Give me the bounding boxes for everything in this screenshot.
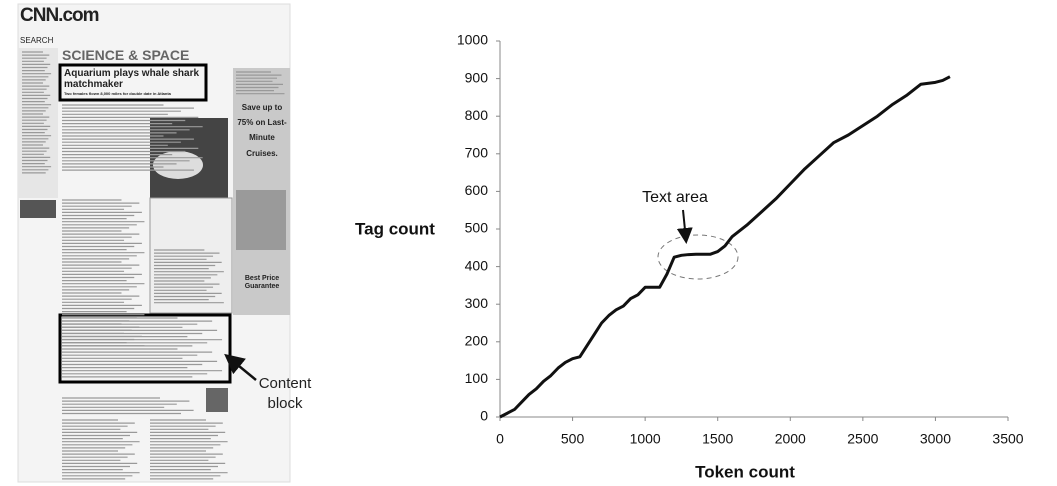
- y-tick-label: 500: [465, 220, 489, 236]
- ad-guarantee: Best Price Guarantee: [244, 275, 280, 290]
- x-tick-label: 0: [496, 431, 504, 447]
- search-label: SEARCH: [20, 36, 54, 45]
- subhead: Two females flown 8,000 miles for double…: [64, 91, 171, 96]
- annotation-arrow: [676, 209, 693, 244]
- x-tick-label: 3000: [920, 431, 951, 447]
- content-block-label: Content block: [258, 375, 312, 412]
- x-tick-label: 500: [561, 431, 585, 447]
- y-tick-label: 100: [465, 370, 489, 386]
- x-tick-label: 3500: [992, 431, 1023, 447]
- data-line: [499, 75, 951, 419]
- y-axis-label: Tag count: [355, 219, 435, 238]
- web-page-screenshot: [17, 3, 291, 483]
- x-tick-label: 1000: [630, 431, 661, 447]
- y-tick-label: 400: [465, 257, 489, 273]
- x-tick-label: 2500: [847, 431, 878, 447]
- logo: CNN.com: [20, 5, 100, 26]
- y-tick-label: 700: [465, 145, 489, 161]
- x-tick-label: 1500: [702, 431, 733, 447]
- section-title: SCIENCE & SPACE: [62, 47, 190, 63]
- y-tick-label: 900: [465, 69, 489, 85]
- y-tick-label: 200: [465, 333, 489, 349]
- x-axis-label: Token count: [695, 462, 795, 481]
- ad-text: Save up to 75% on Last-Minute Cruises.: [237, 103, 287, 158]
- x-tick-label: 2000: [775, 431, 806, 447]
- headline: Aquarium plays whale shark matchmaker: [64, 68, 200, 90]
- text-area-highlight: [657, 234, 739, 280]
- y-tick-label: 300: [465, 295, 489, 311]
- annotation: Text area: [642, 189, 708, 206]
- y-tick-label: 1000: [457, 32, 488, 48]
- y-tick-label: 800: [465, 107, 489, 123]
- y-tick-label: 600: [465, 182, 489, 198]
- y-tick-label: 0: [480, 408, 488, 424]
